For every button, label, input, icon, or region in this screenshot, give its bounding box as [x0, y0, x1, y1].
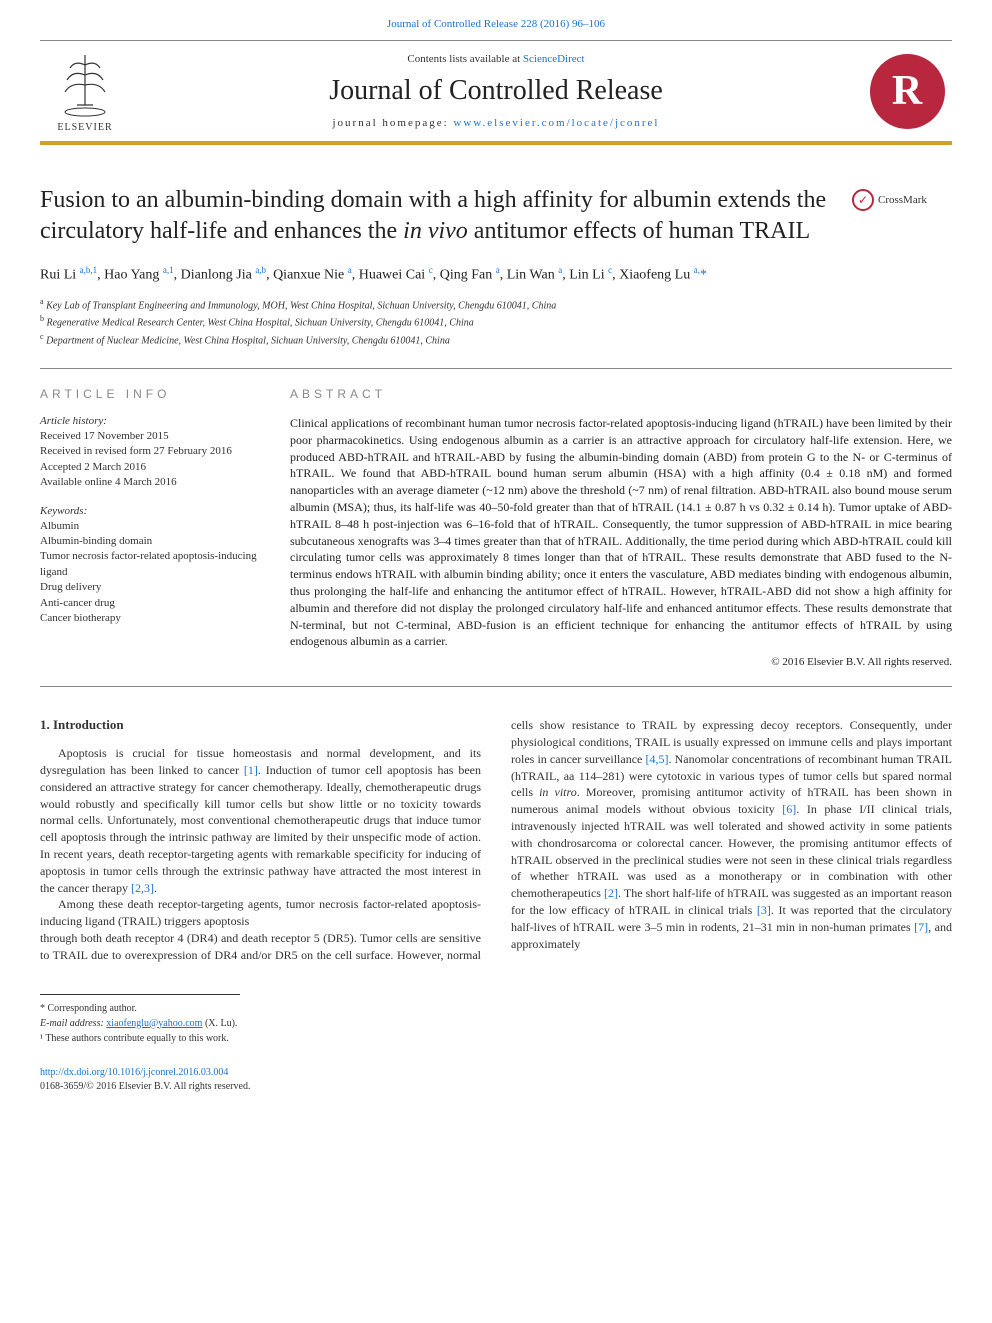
doi-block: http://dx.doi.org/10.1016/j.jconrel.2016…	[40, 1066, 952, 1094]
history-label: Article history:	[40, 415, 260, 427]
ref-link[interactable]: [2]	[604, 886, 618, 900]
keyword-item: Albumin	[40, 519, 260, 534]
journal-cover-logo: R	[862, 41, 952, 141]
info-abstract-row: article info Article history: Received 1…	[40, 387, 952, 668]
email-suffix: (X. Lu).	[202, 1018, 237, 1029]
issn-line: 0168-3659/© 2016 Elsevier B.V. All right…	[40, 1081, 250, 1092]
history-item: Accepted 2 March 2016	[40, 460, 260, 475]
journal-citation[interactable]: Journal of Controlled Release 228 (2016)…	[0, 0, 992, 40]
keyword-item: Albumin-binding domain	[40, 534, 260, 549]
keyword-item: Tumor necrosis factor-related apoptosis-…	[40, 549, 260, 580]
authors-list: Rui Li a,b,1, Hao Yang a,1, Dianlong Jia…	[40, 265, 952, 284]
intro-heading: 1. Introduction	[40, 717, 481, 733]
crossmark-badge[interactable]: CrossMark	[852, 185, 952, 215]
ref-link[interactable]: [4,5]	[645, 752, 668, 766]
ref-link[interactable]: [2,3]	[131, 881, 154, 895]
body-para-1: Apoptosis is crucial for tissue homeosta…	[40, 745, 481, 896]
article-header: Fusion to an albumin-binding domain with…	[40, 185, 952, 348]
elsevier-logo: ELSEVIER	[40, 41, 130, 141]
abstract-heading: abstract	[290, 387, 952, 401]
masthead: ELSEVIER Contents lists available at Sci…	[40, 40, 952, 145]
doi-link[interactable]: http://dx.doi.org/10.1016/j.jconrel.2016…	[40, 1067, 228, 1078]
history-item: Received in revised form 27 February 201…	[40, 444, 260, 459]
keyword-item: Cancer biotherapy	[40, 611, 260, 626]
corresponding-note: * Corresponding author.	[40, 1001, 240, 1016]
info-heading: article info	[40, 387, 260, 401]
homepage-link[interactable]: www.elsevier.com/locate/jconrel	[453, 117, 659, 129]
history-item: Available online 4 March 2016	[40, 475, 260, 490]
crossmark-label: CrossMark	[878, 194, 927, 206]
masthead-center: Contents lists available at ScienceDirec…	[130, 41, 862, 141]
divider	[40, 368, 952, 369]
crossmark-icon	[852, 189, 874, 211]
ref-link[interactable]: [7]	[914, 920, 928, 934]
body-para-2: Among these death receptor-targeting age…	[40, 896, 481, 930]
article-info: article info Article history: Received 1…	[40, 387, 260, 668]
keywords-label: Keywords:	[40, 505, 260, 517]
contrib-note: ¹ These authors contribute equally to th…	[40, 1031, 240, 1046]
title-italic: in vivo	[403, 218, 468, 244]
body-section: 1. Introduction Apoptosis is crucial for…	[40, 717, 952, 963]
abstract-column: abstract Clinical applications of recomb…	[290, 387, 952, 668]
email-label: E-mail address:	[40, 1018, 106, 1029]
ref-link[interactable]: [1]	[244, 763, 258, 777]
history-item: Received 17 November 2015	[40, 429, 260, 444]
journal-name: Journal of Controlled Release	[130, 75, 862, 107]
contents-line: Contents lists available at ScienceDirec…	[130, 53, 862, 65]
contents-prefix: Contents lists available at	[407, 53, 522, 65]
keyword-item: Anti-cancer drug	[40, 596, 260, 611]
footnotes: * Corresponding author. E-mail address: …	[40, 994, 240, 1046]
affiliations: a Key Lab of Transplant Engineering and …	[40, 296, 952, 348]
sciencedirect-link[interactable]: ScienceDirect	[523, 53, 585, 65]
r-logo-icon: R	[870, 54, 945, 129]
ref-link[interactable]: [6]	[782, 802, 796, 816]
abstract-text: Clinical applications of recombinant hum…	[290, 415, 952, 650]
elsevier-tree-icon	[55, 50, 115, 120]
title-post: antitumor effects of human TRAIL	[468, 218, 810, 244]
keyword-item: Drug delivery	[40, 580, 260, 595]
email-note: E-mail address: xiaofenglu@yahoo.com (X.…	[40, 1016, 240, 1031]
homepage-line: journal homepage: www.elsevier.com/locat…	[130, 117, 862, 129]
homepage-prefix: journal homepage:	[333, 117, 454, 129]
article-title: Fusion to an albumin-binding domain with…	[40, 185, 832, 247]
email-link[interactable]: xiaofenglu@yahoo.com	[106, 1018, 202, 1029]
ref-link[interactable]: [3]	[757, 903, 771, 917]
abstract-copyright: © 2016 Elsevier B.V. All rights reserved…	[290, 656, 952, 668]
elsevier-label: ELSEVIER	[57, 122, 112, 133]
divider	[40, 686, 952, 687]
